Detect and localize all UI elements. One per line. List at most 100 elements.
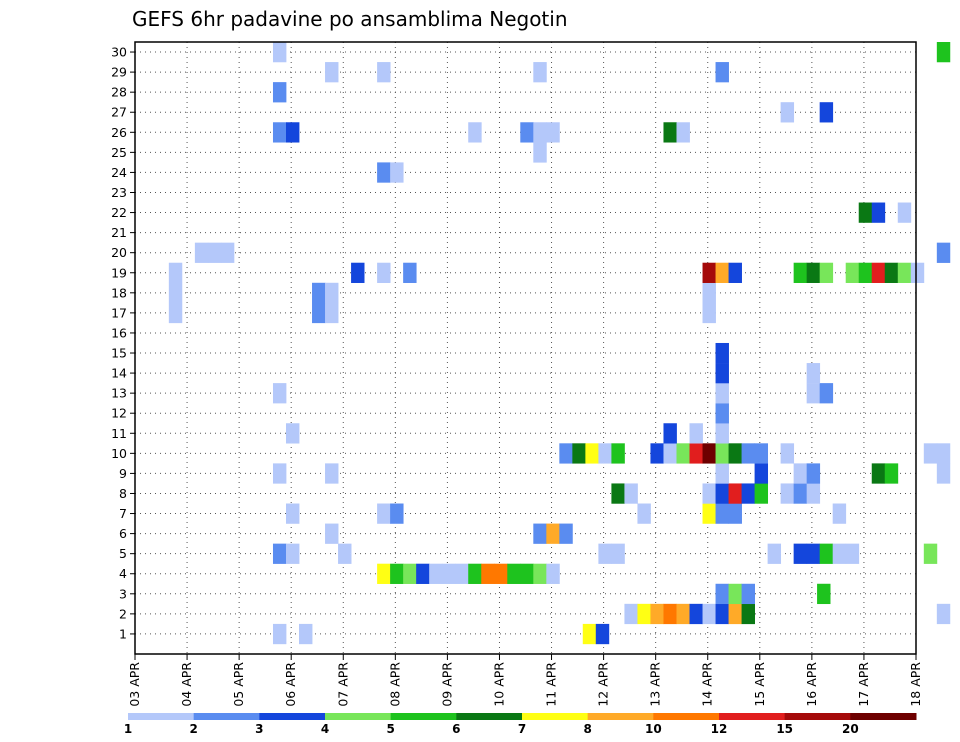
y-tick-label: 6	[119, 526, 127, 541]
precip-cell	[390, 162, 404, 183]
precip-cell	[817, 583, 831, 605]
precip-cells	[168, 42, 951, 645]
colorbar-swatch	[193, 713, 260, 720]
colorbar-label: 5	[386, 722, 394, 736]
precip-cell	[715, 483, 729, 504]
precip-cell	[884, 463, 899, 484]
precip-cell	[728, 603, 742, 625]
precip-cell	[715, 383, 729, 404]
precip-cell	[468, 122, 482, 143]
precip-cell	[390, 503, 404, 524]
colorbar-swatch	[587, 713, 654, 720]
precip-cell	[806, 483, 821, 504]
x-tick-label: 15 APR	[752, 662, 767, 707]
y-tick-label: 10	[111, 446, 127, 461]
precip-cell	[819, 543, 834, 564]
precip-cell	[377, 563, 391, 584]
colorbar-label: 10	[645, 722, 662, 736]
precip-cell	[611, 443, 625, 464]
x-tick-label: 10 APR	[491, 662, 506, 707]
precip-cell	[338, 543, 352, 564]
precip-cell	[637, 603, 651, 625]
precip-cell	[442, 563, 456, 584]
precip-cell	[676, 603, 690, 625]
precip-cell	[624, 483, 638, 504]
precip-cell	[272, 543, 287, 564]
precip-cell	[715, 342, 729, 364]
y-tick-label: 12	[111, 406, 127, 421]
precip-cell	[377, 62, 391, 83]
precip-cell	[168, 302, 183, 324]
precip-cell	[819, 102, 834, 123]
precip-cell	[390, 563, 404, 584]
precip-cell	[689, 443, 703, 464]
y-tick-label: 11	[111, 426, 127, 441]
y-tick-label: 2	[119, 606, 127, 621]
y-tick-label: 26	[111, 125, 127, 140]
x-tick-label: 12 APR	[596, 662, 611, 707]
precip-cell	[285, 122, 300, 143]
y-tick-label: 18	[111, 285, 127, 300]
precip-cell	[598, 443, 612, 464]
x-tick-label: 14 APR	[700, 662, 715, 707]
precip-cell	[936, 463, 951, 484]
plot-frame	[134, 41, 917, 655]
precip-cell	[546, 122, 560, 143]
precip-cell	[272, 122, 287, 143]
precip-cell	[312, 282, 326, 304]
precip-cell	[715, 363, 729, 384]
precip-cell	[595, 623, 610, 645]
precip-cell	[285, 423, 300, 444]
precip-cell	[351, 262, 365, 283]
precip-cell	[754, 463, 769, 484]
precip-cell	[702, 282, 716, 304]
x-tick-label: 06 APR	[283, 662, 298, 707]
precip-cell	[806, 262, 821, 283]
precip-cell	[741, 603, 755, 625]
precip-cell	[884, 262, 899, 283]
y-tick-label: 30	[111, 45, 127, 60]
colorbar-swatch	[522, 713, 589, 720]
precip-cell	[533, 62, 547, 83]
precip-cell	[806, 543, 821, 564]
x-tick-label: 03 APR	[127, 662, 142, 707]
x-tick-label: 09 APR	[439, 662, 454, 707]
precip-cell	[780, 102, 795, 123]
precip-cell	[702, 503, 716, 524]
precip-cell	[728, 583, 742, 605]
precip-cell	[858, 262, 873, 283]
precip-cell	[871, 463, 886, 484]
precip-cell	[845, 543, 860, 564]
precip-cell	[715, 62, 729, 83]
precip-cell	[871, 262, 886, 283]
precip-cell	[689, 603, 703, 625]
precip-cell	[715, 463, 729, 484]
y-tick-label: 24	[111, 165, 127, 180]
precip-cell	[910, 262, 925, 283]
precip-cell	[780, 443, 795, 464]
y-tick-label: 29	[111, 65, 127, 80]
y-tick-label: 16	[111, 325, 127, 340]
x-tick-label: 08 APR	[387, 662, 402, 707]
precip-cell	[520, 563, 534, 584]
colorbar: 1 2 3 4 5 6 7 8 10 12 15 20	[124, 713, 917, 736]
precip-cell	[377, 262, 391, 283]
precip-cell	[702, 443, 716, 464]
precip-cell	[676, 122, 690, 143]
precip-cell	[572, 443, 586, 464]
precip-cell	[285, 543, 300, 564]
precip-cell	[272, 383, 287, 404]
y-tick-label: 5	[119, 546, 127, 561]
precip-cell	[533, 122, 547, 143]
colorbar-label: 1	[124, 722, 132, 736]
precip-cell	[806, 383, 821, 404]
x-tick-label: 04 APR	[179, 662, 194, 707]
precip-cell	[845, 262, 860, 283]
precip-cell	[897, 262, 912, 283]
precip-cell	[793, 262, 808, 283]
precip-cell	[598, 543, 612, 564]
x-tick-label: 11 APR	[544, 662, 559, 707]
precip-cell	[663, 122, 677, 143]
colorbar-label: 6	[452, 722, 460, 736]
